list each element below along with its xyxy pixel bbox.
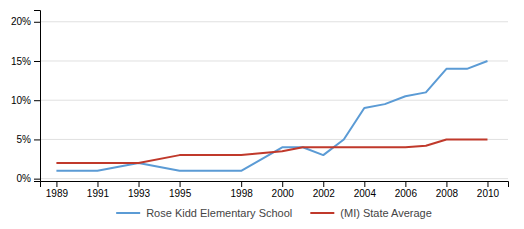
tick-mark (241, 181, 242, 187)
tick-label: 15% (11, 56, 31, 67)
tick-mark (139, 181, 140, 187)
tick: 2008 (436, 181, 459, 199)
plot-area (56, 61, 487, 171)
tick: 1993 (128, 181, 151, 199)
tick: 5% (17, 134, 40, 145)
tick-mark (34, 139, 40, 140)
tick-mark (34, 22, 40, 23)
tick: 2004 (354, 181, 377, 199)
tick-label: 1993 (128, 188, 151, 199)
tick-label: 2004 (354, 188, 377, 199)
tick-mark (34, 61, 40, 62)
tick-mark (405, 181, 406, 187)
tick: 1991 (87, 181, 110, 199)
series-line (56, 139, 487, 163)
tick: 15% (11, 56, 40, 67)
tick-label: 1998 (231, 188, 254, 199)
tick: 1989 (46, 181, 69, 199)
tick-label: 2008 (436, 188, 459, 199)
tick-label: 1991 (87, 188, 110, 199)
tick-mark (180, 181, 181, 187)
tick-mark (56, 181, 57, 187)
chart-container: 1989 1991 1993 1995 1998 2000 2002 2004 2006 2008… (0, 0, 524, 229)
tick-mark (323, 181, 324, 187)
grid-line (40, 178, 508, 179)
legend-label: (MI) State Average (340, 207, 432, 219)
tick: 2010 (477, 181, 500, 199)
chart-svg: 1989 1991 1993 1995 1998 2000 2002 2004 2006 2008… (0, 0, 524, 229)
tick-label: 1989 (46, 188, 69, 199)
legend-swatch (116, 212, 140, 214)
tick-mark (34, 179, 40, 180)
tick-label: 2010 (477, 188, 500, 199)
tick: 2002 (313, 181, 336, 199)
x-axis: 1989 1991 1993 1995 1998 2000 2002 2004 2006 2008… (41, 181, 509, 199)
grid (40, 22, 508, 179)
tick: 20% (11, 16, 40, 27)
axis-domain (41, 182, 509, 188)
tick-mark (97, 181, 98, 187)
tick-label: 2002 (313, 188, 336, 199)
tick: 10% (11, 95, 40, 106)
legend-item: (MI) State Average (310, 207, 432, 219)
tick-label: 2006 (395, 188, 418, 199)
grid-line (40, 60, 508, 61)
grid-line (40, 100, 508, 101)
series-line (56, 61, 487, 171)
grid-line (40, 139, 508, 140)
y-axis: 0% 5% 10% 15% 20% (11, 11, 41, 185)
tick: 1995 (169, 181, 192, 199)
tick-label: 20% (11, 16, 31, 27)
tick: 2006 (395, 181, 418, 199)
tick-mark (282, 181, 283, 187)
tick-label: 0% (17, 173, 32, 184)
tick-mark (34, 100, 40, 101)
tick: 0% (17, 173, 40, 184)
tick-mark (446, 181, 447, 187)
tick: 1998 (231, 181, 254, 199)
tick-label: 1995 (169, 188, 192, 199)
legend-item: Rose Kidd Elementary School (116, 207, 292, 219)
legend-label: Rose Kidd Elementary School (146, 207, 292, 219)
tick-label: 2000 (272, 188, 295, 199)
tick: 2000 (272, 181, 295, 199)
tick-label: 5% (17, 134, 32, 145)
tick-label: 10% (11, 95, 31, 106)
legend: Rose Kidd Elementary School (MI) State Av… (116, 207, 432, 219)
tick-mark (364, 181, 365, 187)
axis-domain (34, 11, 41, 182)
grid-line (40, 21, 508, 22)
tick-mark (487, 181, 488, 187)
legend-swatch (310, 212, 334, 214)
